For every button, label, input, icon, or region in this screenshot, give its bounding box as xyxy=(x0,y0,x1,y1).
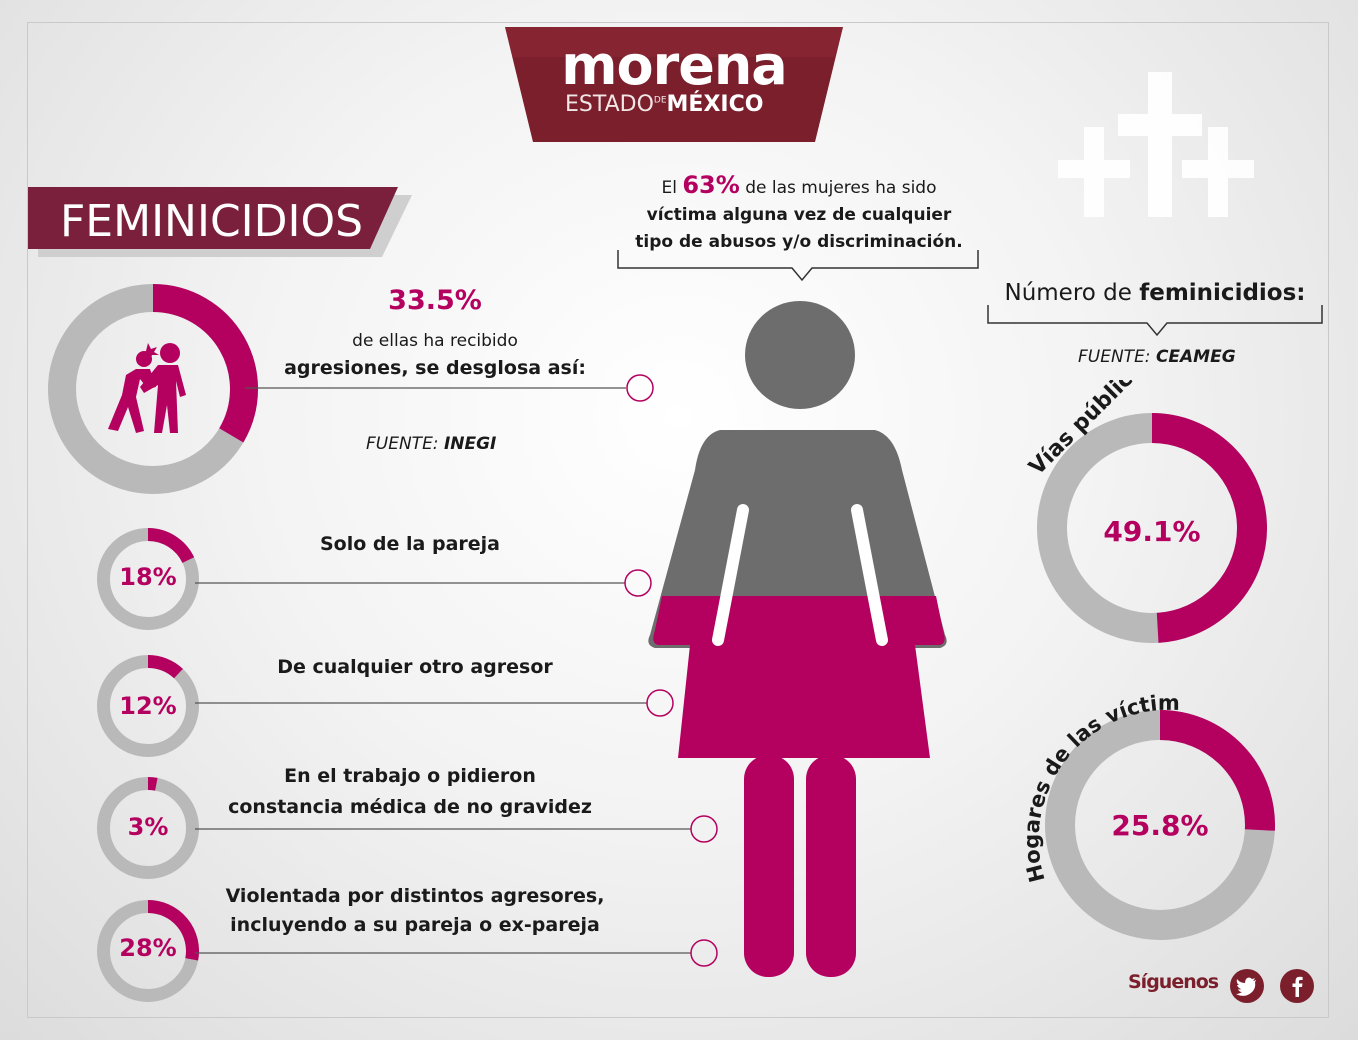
feminicides-donut-2-arc xyxy=(1159,710,1275,831)
aggression-source: FUENTE: INEGI xyxy=(366,434,497,454)
aggression-icon xyxy=(108,343,186,433)
breakdown-label-3b: constancia médica de no gravidez xyxy=(228,796,592,818)
aggression-donut xyxy=(48,284,258,494)
aggression-percent: 33.5% xyxy=(388,285,482,316)
hogares-label-text: Hogares de las víctimas xyxy=(1005,670,1180,885)
title-banner xyxy=(28,187,412,257)
twitter-icon[interactable] xyxy=(1230,969,1264,1003)
vias-publicas-value: 49.1% xyxy=(1103,515,1201,548)
breakdown-value-3: 3% xyxy=(127,813,169,841)
breakdown-label-4b: incluyendo a su pareja o ex-pareja xyxy=(230,914,600,936)
feminicides-title: Número de feminicidios: xyxy=(1004,280,1306,306)
lead-line-1: El 63% de las mujeres ha sido xyxy=(661,171,937,199)
lead-statement: El 63% de las mujeres ha sido víctima al… xyxy=(612,172,986,256)
page-frame xyxy=(27,22,1329,1018)
vias-publicas-label-text: Vías públicas xyxy=(1025,380,1158,480)
crosses-icon xyxy=(1058,72,1254,217)
hogares-donut xyxy=(1045,710,1275,940)
logo-sub-de: DE xyxy=(653,95,667,106)
lead-bracket xyxy=(617,250,979,282)
breakdown-value-2: 12% xyxy=(119,692,177,720)
hogares-label: Hogares de las víctimas xyxy=(1005,670,1180,885)
lead-line-3: tipo de abusos y/o discriminación. xyxy=(635,232,963,252)
aggression-line-1: de ellas ha recibido xyxy=(352,331,518,351)
follow-label: Síguenos xyxy=(1128,971,1219,993)
aggression-connector xyxy=(245,374,654,402)
logo-sub-right: MÉXICO xyxy=(666,92,764,117)
woman-figure xyxy=(648,301,947,977)
breakdown-donut-2 xyxy=(97,655,199,757)
breakdown-donut-4 xyxy=(97,900,199,1002)
logo-banner xyxy=(505,27,843,142)
breakdown-value-1: 18% xyxy=(119,563,177,591)
aggression-line-2: agresiones, se desglosa así: xyxy=(284,357,586,379)
logo-sub-left: ESTADO xyxy=(565,92,654,117)
breakdown-label-3a: En el trabajo o pidieron xyxy=(284,765,536,787)
lead-line-2: víctima alguna vez de cualquier xyxy=(646,205,952,225)
breakdown-donut-3 xyxy=(97,777,199,879)
breakdown-label-4a: Violentada por distintos agresores, xyxy=(225,885,605,907)
aggression-donut-arc xyxy=(152,284,258,443)
feminicides-source: FUENTE: CEAMEG xyxy=(1078,347,1236,367)
breakdown-donut-1 xyxy=(97,528,199,630)
breakdown-donut-1-arc xyxy=(147,528,195,564)
breakdown-connector-4 xyxy=(195,939,718,967)
feminicides-donut-1-arc xyxy=(1151,413,1267,643)
vias-publicas-label: Vías públicas xyxy=(1025,380,1158,480)
logo-subtitle: ESTADODEMÉXICO xyxy=(565,92,763,117)
breakdown-label-1: Solo de la pareja xyxy=(320,533,500,555)
breakdown-connector-2 xyxy=(195,689,674,717)
feminicides-bracket xyxy=(987,305,1323,337)
vias-publicas-donut xyxy=(1037,413,1267,643)
logo-name: morena xyxy=(561,34,788,97)
facebook-icon[interactable] xyxy=(1280,969,1314,1003)
hogares-value: 25.8% xyxy=(1111,809,1209,842)
breakdown-connector-3 xyxy=(195,815,718,843)
breakdown-value-4: 28% xyxy=(119,934,177,962)
svg-text:Hogares de las víctimas: Hogares de las víctimas xyxy=(1005,670,1180,885)
breakdown-connector-1 xyxy=(195,569,652,597)
breakdown-donut-2-arc xyxy=(147,655,183,679)
breakdown-donut-4-arc xyxy=(147,900,199,961)
page-title: FEMINICIDIOS xyxy=(60,196,364,247)
breakdown-donut-3-arc xyxy=(147,777,158,791)
lead-percent: 63% xyxy=(682,171,740,199)
breakdown-label-2: De cualquier otro agresor xyxy=(277,656,553,678)
